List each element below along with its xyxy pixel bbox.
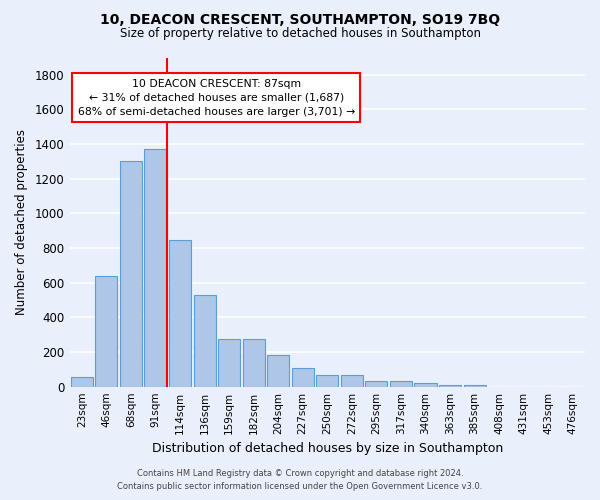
- Bar: [71, 377, 93, 386]
- Bar: [145, 150, 167, 386]
- Bar: [439, 385, 461, 386]
- Bar: [316, 376, 338, 386]
- Bar: [218, 339, 240, 386]
- Bar: [267, 354, 289, 386]
- Bar: [120, 160, 142, 386]
- Y-axis label: Number of detached properties: Number of detached properties: [15, 129, 28, 315]
- X-axis label: Distribution of detached houses by size in Southampton: Distribution of detached houses by size …: [152, 442, 503, 455]
- Bar: [390, 380, 412, 386]
- Text: Size of property relative to detached houses in Southampton: Size of property relative to detached ho…: [119, 28, 481, 40]
- Bar: [292, 368, 314, 386]
- Bar: [365, 380, 388, 386]
- Text: 10 DEACON CRESCENT: 87sqm
← 31% of detached houses are smaller (1,687)
68% of se: 10 DEACON CRESCENT: 87sqm ← 31% of detac…: [78, 79, 355, 117]
- Text: Contains HM Land Registry data © Crown copyright and database right 2024.
Contai: Contains HM Land Registry data © Crown c…: [118, 470, 482, 491]
- Bar: [341, 376, 363, 386]
- Bar: [95, 276, 118, 386]
- Bar: [464, 384, 485, 386]
- Bar: [242, 339, 265, 386]
- Bar: [194, 295, 215, 386]
- Text: 10, DEACON CRESCENT, SOUTHAMPTON, SO19 7BQ: 10, DEACON CRESCENT, SOUTHAMPTON, SO19 7…: [100, 12, 500, 26]
- Bar: [415, 383, 437, 386]
- Bar: [169, 240, 191, 386]
